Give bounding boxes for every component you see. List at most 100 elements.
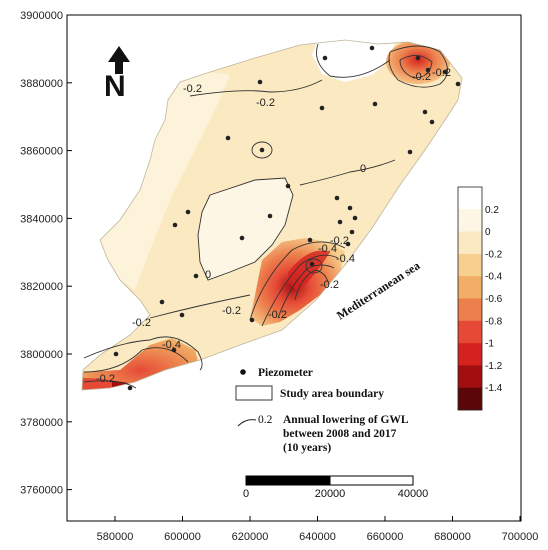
scale-label: 20000	[315, 488, 346, 500]
legend-piezometer-icon	[240, 369, 246, 375]
contour-line	[189, 79, 323, 97]
colorbar-label: 0	[485, 227, 491, 238]
piezometer-point	[239, 235, 245, 241]
piezometer-point	[369, 45, 375, 51]
colorbar-swatch	[458, 365, 482, 388]
contour-label: -0.2	[320, 279, 339, 291]
piezometer-point	[319, 105, 325, 111]
x-tick-label: 640000	[299, 531, 336, 543]
study-boundary	[81, 39, 463, 391]
piezometer-point	[372, 101, 378, 107]
colorbar-swatch	[458, 276, 482, 299]
piezometer-points	[113, 45, 461, 391]
colorbar-label: -1.2	[485, 361, 503, 372]
legend-boundary-icon	[235, 385, 273, 401]
zone-west	[100, 72, 230, 290]
piezometer-point	[193, 273, 199, 279]
colorbar-label: 0.2	[485, 205, 499, 216]
piezometer-point	[185, 209, 191, 215]
piezometer-point	[407, 149, 413, 155]
y-tick-label: 3900000	[20, 10, 63, 22]
x-tick-label: 580000	[97, 531, 134, 543]
colorbar-label: -0.4	[485, 272, 503, 283]
y-tick-label: 3820000	[20, 281, 63, 293]
x-tick-label: 620000	[232, 531, 269, 543]
contour-line	[316, 43, 391, 78]
y-tick-label: 3760000	[20, 485, 63, 497]
piezometer-point	[172, 222, 178, 228]
y-tick-label: 3840000	[20, 213, 63, 225]
contour-label: 0	[360, 163, 366, 175]
colorbar-label: -0.2	[485, 249, 503, 260]
contour-lines	[83, 43, 448, 389]
colorbar-swatch	[458, 343, 482, 366]
y-axis: 3900000 3880000 3860000 3840000 3820000 38000…	[20, 10, 72, 497]
piezometer-point	[322, 55, 328, 61]
scale-bar-black	[245, 475, 331, 486]
piezometer-point	[347, 205, 353, 211]
contour-line	[399, 55, 433, 79]
colorbar-label: -0.8	[485, 316, 503, 327]
contour-line	[83, 347, 189, 373]
contour-line	[261, 254, 339, 327]
y-tick-label: 3880000	[20, 78, 63, 90]
scale-label: 0	[243, 488, 249, 500]
piezometer-point	[257, 79, 263, 85]
contour-labels: -0.2 -0.2 -0.2 -0.2 0 0 -0.4 -0.2 -0.4 -…	[96, 67, 451, 385]
contour-label: -0.2	[412, 71, 431, 83]
contour-line	[388, 45, 448, 88]
colorbar-swatch	[458, 253, 482, 277]
piezometer-point	[159, 299, 165, 305]
scale-bar: 0 20000 40000	[243, 475, 429, 500]
piezometer-point	[442, 69, 448, 75]
piezometer-point	[171, 347, 177, 353]
piezometer-point	[225, 135, 231, 141]
piezometer-point	[285, 183, 291, 189]
colorbar: 0.2 0 -0.2 -0.4 -0.6 -0.8 -1 -1.2 -1.4	[457, 186, 503, 411]
north-arrow-label: N	[104, 70, 126, 103]
colorbar-swatch	[458, 298, 482, 322]
contour-line	[249, 241, 346, 321]
x-axis: 580000 600000 620000 640000 660000 680000 7000…	[97, 516, 538, 543]
contour-label: -0.2	[96, 373, 115, 385]
piezometer-point	[307, 237, 313, 243]
legend-contour-line3: (10 years)	[283, 442, 331, 454]
contour-line	[305, 258, 323, 274]
north-arrow-icon: N	[104, 46, 130, 103]
piezometer-point	[259, 147, 265, 153]
colorbar-swatch	[458, 209, 482, 232]
y-tick-label: 3800000	[20, 349, 63, 361]
colorbar-swatch	[458, 387, 482, 411]
piezometer-point	[179, 312, 185, 318]
piezometer-point	[267, 213, 273, 219]
x-tick-label: 660000	[367, 531, 404, 543]
legend-contour-line1: Annual lowering of GWL	[283, 414, 409, 426]
legend-contour-value: 0.2	[258, 414, 273, 426]
piezometer-point	[415, 55, 421, 61]
piezometer-point	[337, 219, 343, 225]
piezometer-point	[127, 385, 133, 391]
contour-line	[299, 159, 396, 186]
x-tick-label: 680000	[434, 531, 471, 543]
contour-line	[83, 380, 137, 389]
colorbar-swatch	[458, 187, 482, 210]
contour-line	[277, 264, 335, 319]
map-legend: Piezometer Study area boundary 0.2 Annua…	[235, 367, 409, 454]
piezometer-point	[309, 261, 315, 267]
contour-label: -0.2	[222, 305, 241, 317]
piezometer-point	[349, 229, 355, 235]
scale-label: 40000	[398, 488, 429, 500]
contour-label: -0.2	[268, 309, 287, 321]
legend-boundary-label: Study area boundary	[280, 388, 384, 400]
colorbar-swatch	[458, 320, 482, 344]
contour-label: -0.2	[330, 235, 349, 247]
contour-line	[83, 336, 203, 371]
zone-northern-positive	[312, 40, 395, 82]
piezometer-point	[345, 241, 351, 247]
zone-central-positive	[198, 178, 293, 280]
contour-label: -0.2	[183, 83, 202, 95]
contour-label: -0.4	[162, 339, 181, 351]
colorbar-label: -0.6	[485, 294, 503, 305]
piezometer-point	[334, 195, 340, 201]
